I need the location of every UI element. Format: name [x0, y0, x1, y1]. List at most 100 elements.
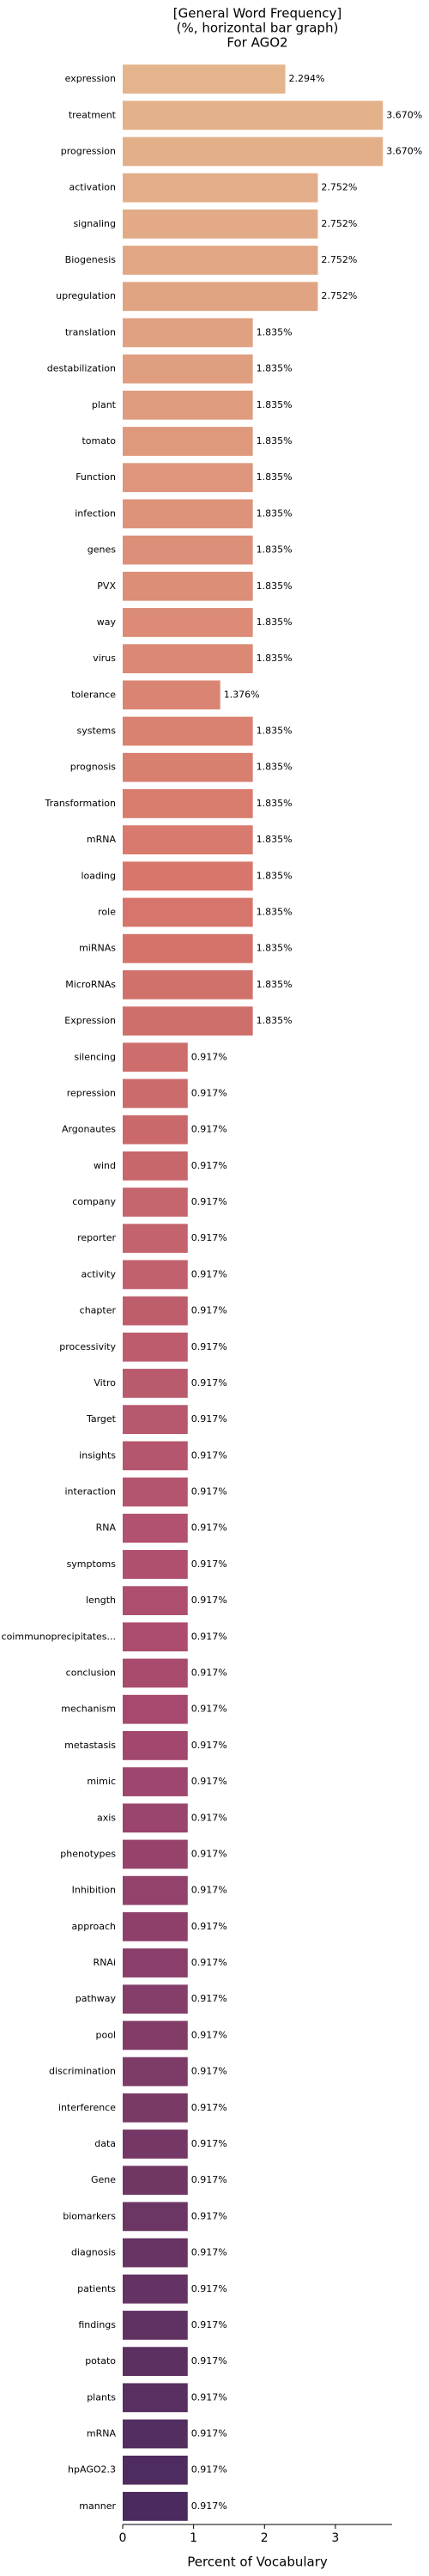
y-tick-label: processivity [59, 1341, 116, 1352]
bar [123, 1731, 188, 1760]
y-tick-label: pathway [76, 1993, 117, 2004]
bar [123, 1839, 188, 1869]
y-tick-label: MicroRNAs [65, 979, 116, 990]
value-label: 1.835% [257, 979, 293, 990]
value-label: 1.835% [257, 870, 293, 881]
bar [123, 2238, 188, 2268]
bar [123, 1586, 188, 1616]
value-label: 0.917% [191, 2464, 227, 2476]
y-tick-label: conclusion [66, 1668, 116, 1679]
value-label: 0.917% [191, 2355, 227, 2366]
bar [123, 1550, 188, 1579]
bar [123, 1875, 188, 1905]
bar [123, 571, 253, 601]
bar [123, 282, 318, 312]
y-tick-label: Target [86, 1413, 117, 1425]
y-tick-label: prognosis [70, 762, 116, 773]
bar [123, 1911, 188, 1941]
bar [123, 1042, 188, 1072]
value-label: 1.835% [257, 617, 293, 628]
bar [123, 1477, 188, 1507]
value-label: 1.835% [257, 943, 293, 954]
value-label: 0.917% [191, 1377, 227, 1388]
bar [123, 2383, 188, 2413]
value-label: 0.917% [191, 1704, 227, 1715]
value-label: 2.752% [321, 218, 357, 229]
y-tick-label: findings [78, 2319, 116, 2330]
x-tick-label: 0 [119, 2531, 127, 2545]
value-label: 1.835% [257, 363, 293, 374]
bar [123, 2347, 188, 2377]
value-label: 0.917% [191, 2029, 227, 2040]
bar [123, 2093, 188, 2123]
bar [123, 2311, 188, 2340]
y-tick-label: interference [58, 2102, 116, 2113]
y-tick-label: mRNA [87, 834, 117, 845]
y-tick-label: mRNA [87, 2428, 117, 2439]
bar [123, 1622, 188, 1652]
bar [123, 1078, 188, 1109]
y-tick-label: PVX [97, 580, 116, 592]
value-label: 1.835% [257, 471, 293, 483]
bar [123, 861, 253, 891]
value-label: 0.917% [191, 1993, 227, 2004]
value-label: 2.752% [321, 182, 357, 193]
value-label: 0.917% [191, 1486, 227, 1498]
y-tick-label: systems [77, 726, 117, 737]
y-tick-label: insights [79, 1449, 116, 1461]
bar [123, 173, 318, 203]
value-label: 0.917% [191, 2500, 227, 2512]
value-label: 0.917% [191, 1268, 227, 1279]
value-label: 2.752% [321, 254, 357, 265]
y-tick-label: tolerance [71, 689, 116, 700]
bar [123, 1224, 188, 1254]
value-label: 0.917% [191, 2391, 227, 2403]
y-tick-label: repression [67, 1087, 116, 1098]
bar [123, 1369, 188, 1398]
y-tick-label: treatment [69, 109, 117, 120]
bar [123, 789, 253, 818]
bar [123, 1151, 188, 1181]
value-label: 2.294% [289, 73, 325, 84]
value-label: 0.917% [191, 1305, 227, 1316]
bar [123, 1332, 188, 1362]
chart-title: (%, horizontal bar graph) [177, 21, 339, 36]
value-label: 0.917% [191, 1848, 227, 1859]
bar [123, 1006, 253, 1036]
bar [123, 897, 253, 927]
bar [123, 137, 384, 167]
bar [123, 2166, 188, 2196]
bar [123, 1405, 188, 1435]
y-tick-label: phenotypes [60, 1848, 116, 1859]
y-tick-label: reporter [77, 1232, 116, 1243]
bar [123, 1260, 188, 1290]
value-label: 1.835% [257, 1015, 293, 1026]
value-label: 1.835% [257, 507, 293, 519]
bar [123, 463, 253, 493]
value-label: 0.917% [191, 1051, 227, 1062]
value-label: 0.917% [191, 1558, 227, 1570]
bar [123, 427, 253, 456]
value-label: 1.835% [257, 399, 293, 410]
bar [123, 1767, 188, 1796]
y-tick-label: Inhibition [72, 1885, 116, 1896]
chart-title: [General Word Frequency] [173, 6, 341, 21]
value-label: 1.835% [257, 726, 293, 737]
y-tick-label: destabilization [47, 363, 116, 374]
y-tick-label: upregulation [56, 290, 116, 301]
y-tick-label: biomarkers [63, 2210, 116, 2221]
value-label: 1.835% [257, 326, 293, 337]
y-tick-label: Argonautes [62, 1124, 116, 1135]
y-tick-label: wind [94, 1160, 116, 1171]
y-tick-label: expression [65, 73, 116, 84]
value-label: 1.835% [257, 762, 293, 773]
y-tick-label: virus [93, 653, 116, 664]
value-label: 0.917% [191, 1413, 227, 1425]
bar [123, 390, 253, 420]
value-label: 0.917% [191, 1341, 227, 1352]
bar [123, 1658, 188, 1688]
bar [123, 499, 253, 529]
y-tick-label: Biogenesis [65, 254, 117, 265]
value-label: 0.917% [191, 1921, 227, 1932]
